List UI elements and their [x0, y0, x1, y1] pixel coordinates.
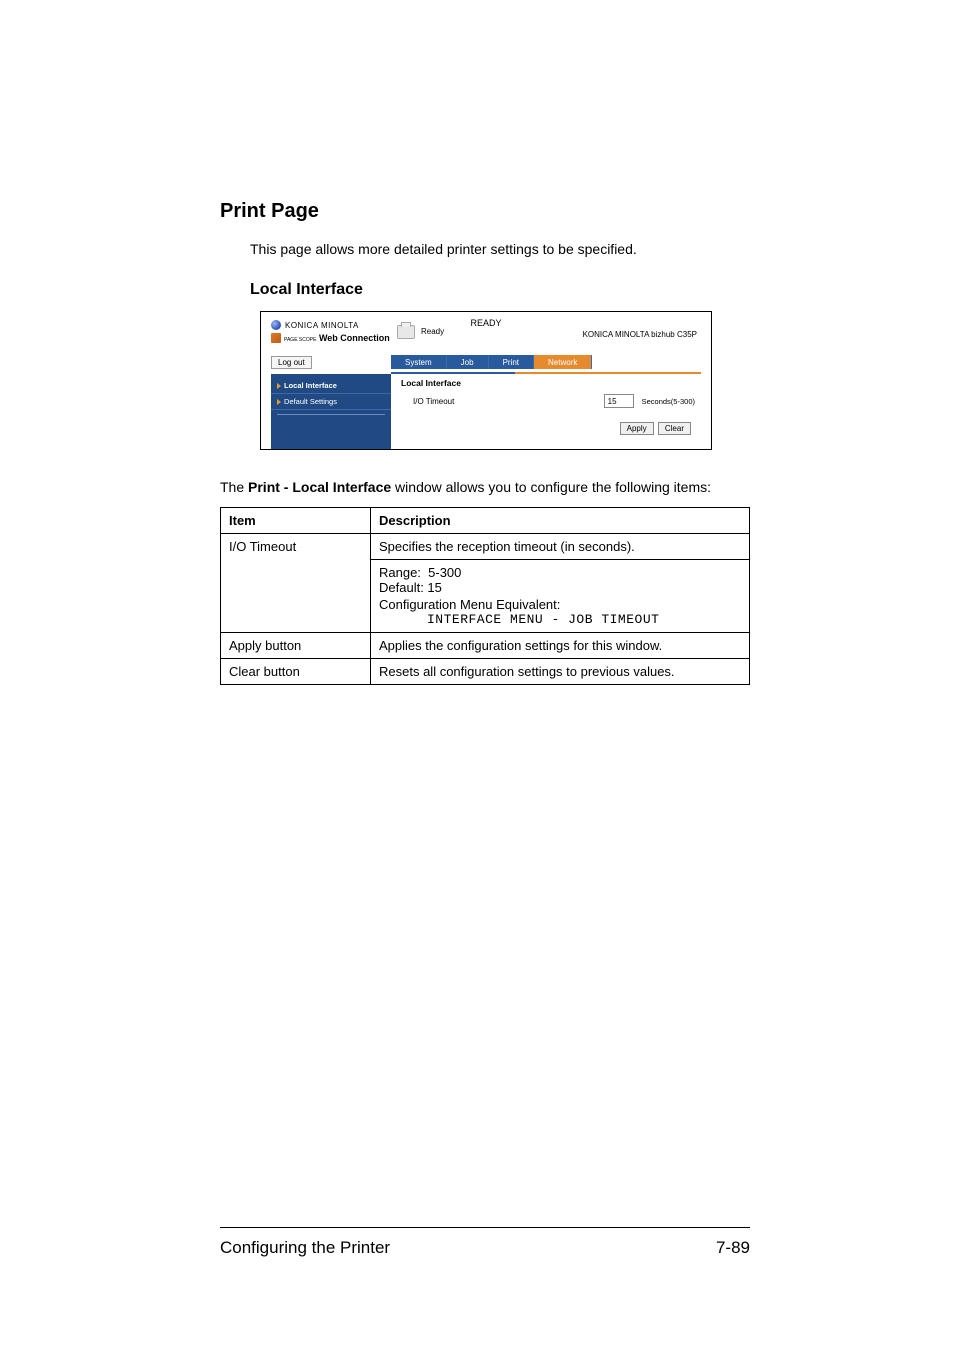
logout-wrap: Log out [271, 356, 391, 369]
io-timeout-row: I/O Timeout 15 Seconds(5-300) [401, 394, 695, 408]
cell-item: Clear button [221, 658, 371, 684]
logout-button[interactable]: Log out [271, 356, 312, 369]
ready-status: READY [470, 318, 501, 328]
table-row: I/O Timeout Specifies the reception time… [221, 533, 750, 559]
tab-system[interactable]: System [391, 355, 447, 369]
cell-desc: Applies the configuration settings for t… [371, 632, 750, 658]
intro-text: This page allows more detailed printer s… [250, 241, 750, 257]
tab-print[interactable]: Print [489, 355, 534, 369]
local-interface-heading: Local Interface [250, 281, 750, 299]
screenshot-body: Local Interface Default Settings Local I… [261, 374, 711, 449]
table-row: Clear button Resets all configuration se… [221, 658, 750, 684]
konica-minolta-logo: KONICA MINOLTA [271, 320, 391, 330]
footer-right: 7-89 [716, 1238, 750, 1258]
cfg-menu-path: INTERFACE MENU - JOB TIMEOUT [379, 612, 741, 627]
pagescope-icon [271, 333, 281, 343]
col-item: Item [221, 507, 371, 533]
sidebar-divider [277, 414, 385, 415]
after-paragraph: The Print - Local Interface window allow… [220, 478, 750, 497]
apply-button[interactable]: Apply [620, 422, 654, 435]
pagescope-main: Web Connection [319, 333, 390, 343]
table-row: Apply button Applies the configuration s… [221, 632, 750, 658]
print-page-heading: Print Page [220, 200, 750, 223]
screenshot-nav-row: Log out System Job Print Network [261, 355, 711, 372]
sidebar-item-label: Default Settings [284, 397, 337, 406]
tabs: System Job Print Network [391, 355, 592, 369]
cell-item: Apply button [221, 632, 371, 658]
range-line: Range: 5-300 [379, 565, 741, 580]
printer-icon [397, 325, 415, 339]
triangle-icon [277, 399, 281, 405]
page-footer: Configuring the Printer 7-89 [220, 1238, 750, 1258]
main-panel: Local Interface I/O Timeout 15 Seconds(5… [391, 374, 701, 449]
sidebar-item-local-interface[interactable]: Local Interface [271, 378, 391, 394]
description-table: Item Description I/O Timeout Specifies t… [220, 507, 750, 685]
cell-item: I/O Timeout [221, 533, 371, 632]
screenshot-header: KONICA MINOLTA PAGE SCOPE Web Connection… [261, 312, 711, 355]
sidebar-item-label: Local Interface [284, 381, 337, 390]
tab-job[interactable]: Job [447, 355, 489, 369]
clear-button[interactable]: Clear [658, 422, 691, 435]
tab-network[interactable]: Network [534, 355, 592, 369]
logo-block: KONICA MINOLTA PAGE SCOPE Web Connection [271, 320, 391, 343]
pagescope-prefix: PAGE SCOPE [284, 337, 316, 343]
cell-desc: Range: 5-300 Default: 15 Configuration M… [371, 559, 750, 632]
col-description: Description [371, 507, 750, 533]
main-buttons: Apply Clear [401, 408, 695, 439]
cfg-menu-line: Configuration Menu Equivalent: [379, 597, 741, 612]
screenshot-figure: KONICA MINOLTA PAGE SCOPE Web Connection… [260, 311, 712, 450]
after-para-2: window allows you to configure the follo… [391, 479, 711, 495]
triangle-icon [277, 383, 281, 389]
cell-desc: Specifies the reception timeout (in seco… [371, 533, 750, 559]
main-panel-title: Local Interface [401, 378, 695, 388]
after-para-bold: Print - Local Interface [248, 479, 391, 495]
footer-left: Configuring the Printer [220, 1238, 390, 1258]
io-timeout-input[interactable]: 15 [604, 394, 634, 408]
cell-desc: Resets all configuration settings to pre… [371, 658, 750, 684]
table-header-row: Item Description [221, 507, 750, 533]
model-label: KONICA MINOLTA bizhub C35P [583, 330, 697, 339]
pagescope-logo: PAGE SCOPE Web Connection [271, 333, 391, 343]
sidebar-item-default-settings[interactable]: Default Settings [271, 394, 391, 410]
after-para-1: The [220, 479, 248, 495]
footer-rule [220, 1227, 750, 1228]
io-timeout-label: I/O Timeout [401, 397, 501, 406]
ready-label: Ready [421, 327, 444, 336]
pagescope-text: PAGE SCOPE Web Connection [284, 333, 390, 343]
default-line: Default: 15 [379, 580, 741, 595]
km-logo-text: KONICA MINOLTA [285, 321, 359, 330]
km-globe-icon [271, 320, 281, 330]
sidebar: Local Interface Default Settings [271, 374, 391, 449]
io-timeout-unit: Seconds(5-300) [642, 397, 695, 406]
